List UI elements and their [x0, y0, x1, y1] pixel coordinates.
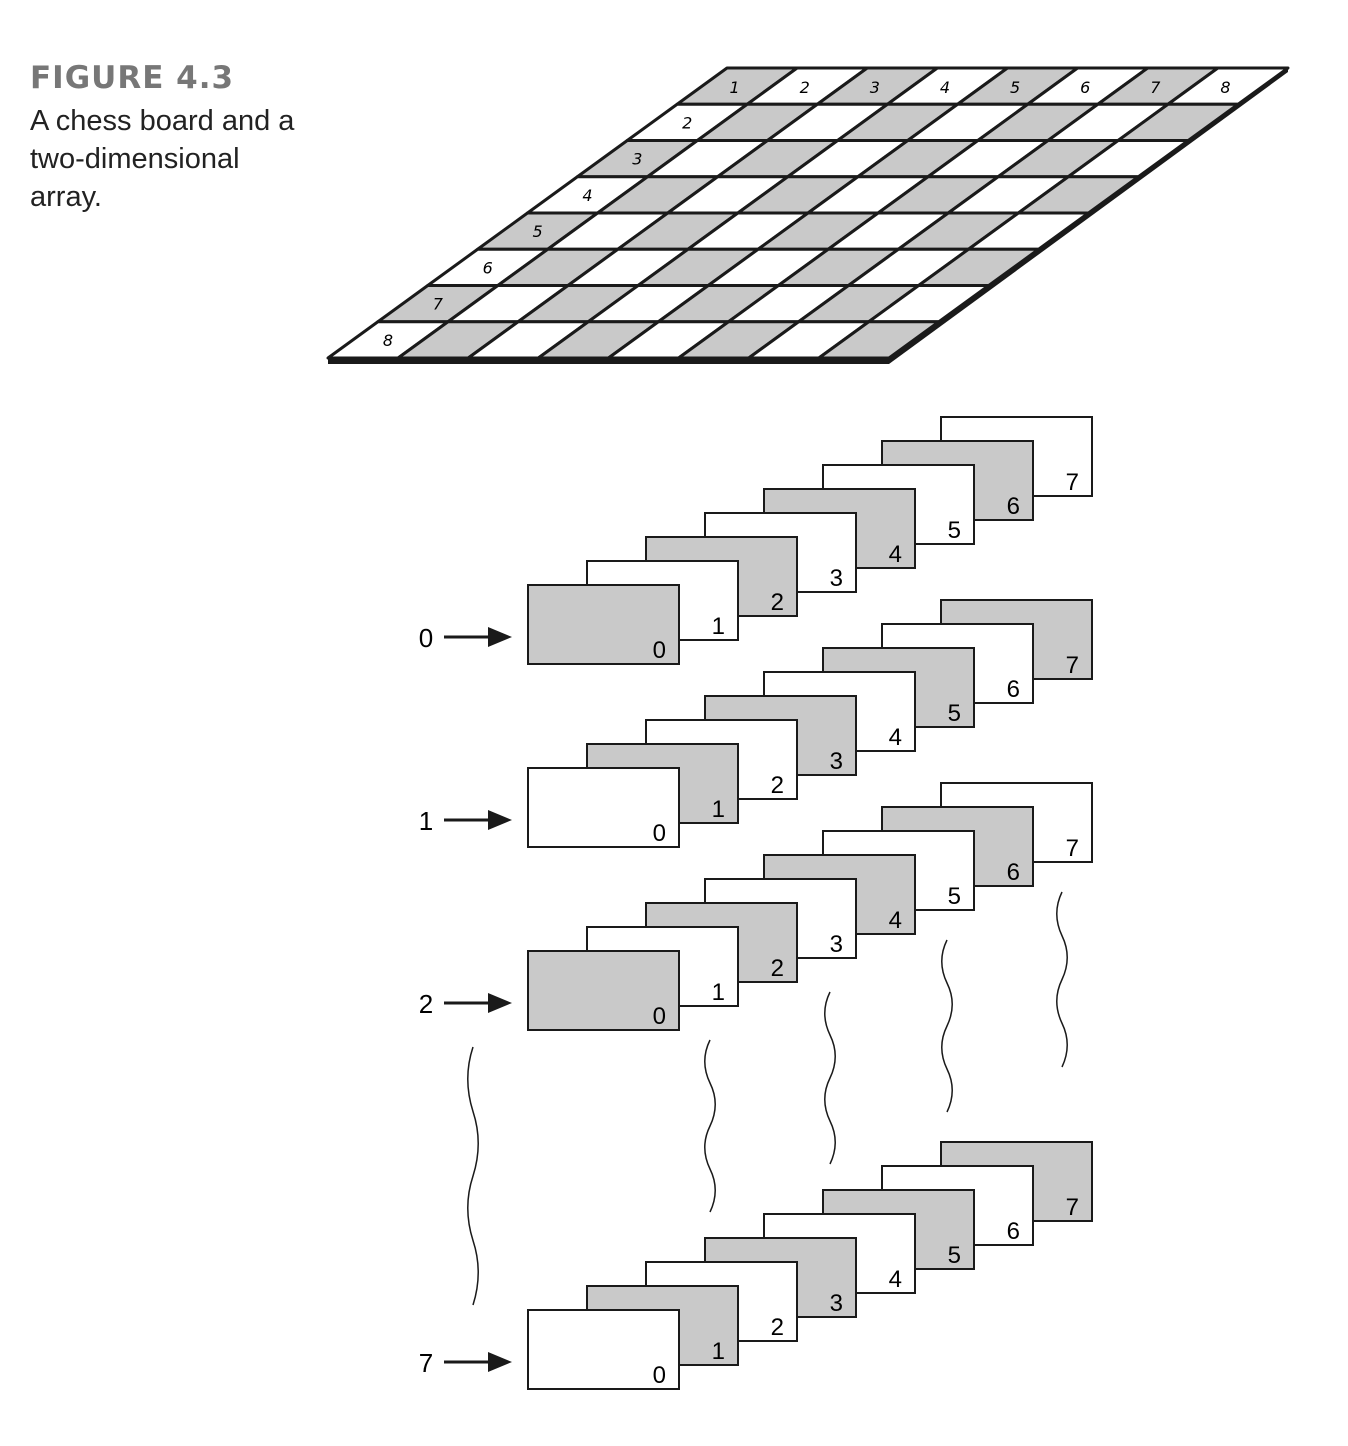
array-cell-index: 3 — [830, 748, 843, 775]
array-row: 7 6 5 4 3 2 1 0 7 — [419, 1141, 1093, 1390]
array-cell-index: 5 — [948, 700, 961, 727]
array-cell-index: 5 — [948, 1242, 961, 1269]
array-cell-index: 3 — [830, 1290, 843, 1317]
board-row-label: 3 — [632, 150, 642, 169]
continuation-wavy-line — [1056, 891, 1068, 1068]
array-cell-index: 7 — [1066, 835, 1079, 862]
array-cell-index: 5 — [948, 883, 961, 910]
array-cell — [527, 767, 680, 848]
array-cell-index: 6 — [1007, 1218, 1020, 1245]
array-cell-index: 4 — [889, 724, 902, 751]
array-cell-index: 1 — [712, 1338, 725, 1365]
continuation-wavy-line — [704, 1039, 716, 1213]
figure-label: FIGURE 4.3 — [30, 60, 235, 96]
board-square — [817, 320, 941, 360]
continuation-wavy-line — [941, 939, 953, 1113]
board-column-label: 8 — [1220, 78, 1230, 97]
array-cell-index: 2 — [771, 772, 784, 799]
array-cell — [527, 584, 680, 665]
board-row-label: 5 — [533, 222, 543, 241]
array-row: 7 6 5 4 3 2 1 0 0 — [419, 416, 1093, 665]
board-column-label: 2 — [800, 78, 810, 97]
array-cell-index: 7 — [1066, 469, 1079, 496]
array-row-index: 2 — [419, 989, 433, 1019]
array-row: 7 6 5 4 3 2 1 0 2 — [419, 782, 1093, 1031]
array-cell-index: 2 — [771, 1314, 784, 1341]
arrow-icon — [488, 810, 512, 830]
continuation-wavy-line — [824, 991, 836, 1165]
array-cell-index: 2 — [771, 955, 784, 982]
figure-caption: FIGURE 4.3 A chess board and a two-dimen… — [30, 60, 330, 216]
arrow-icon — [488, 627, 512, 647]
array-cell-index: 0 — [653, 820, 666, 847]
array-cell-index: 0 — [653, 1003, 666, 1030]
array-cell-index: 0 — [653, 637, 666, 664]
board-column-label: 5 — [1010, 78, 1020, 97]
array-cell-index: 1 — [712, 613, 725, 640]
array-cell-index: 7 — [1066, 652, 1079, 679]
board-column-label: 7 — [1150, 78, 1161, 97]
array-row-index: 0 — [419, 623, 433, 653]
board-row-label: 6 — [483, 258, 493, 277]
array-row-index: 1 — [419, 806, 433, 836]
array-cell — [527, 950, 680, 1031]
chess-board: 1 2 3 4 5 6 7 8 2 3 4 5 6 7 8 — [326, 66, 1290, 364]
array-row: 7 6 5 4 3 2 1 0 1 — [419, 599, 1093, 848]
board-column-label: 1 — [729, 78, 739, 97]
array-cell-index: 4 — [889, 1266, 902, 1293]
array-cell-index: 7 — [1066, 1194, 1079, 1221]
arrow-icon — [488, 1352, 512, 1372]
continuation-wavy-line — [467, 1046, 479, 1306]
array-cell-index: 6 — [1007, 493, 1020, 520]
board-column-label: 4 — [940, 78, 950, 97]
array-cell-index: 2 — [771, 589, 784, 616]
array-cell-index: 4 — [889, 541, 902, 568]
board-row-label: 7 — [433, 295, 444, 314]
board-row-label: 4 — [582, 186, 592, 205]
arrow-icon — [488, 993, 512, 1013]
board-column-label: 6 — [1080, 78, 1090, 97]
array-cell — [527, 1309, 680, 1390]
array-cell-index: 6 — [1007, 859, 1020, 886]
array-cell-index: 1 — [712, 796, 725, 823]
array-cell-index: 3 — [830, 565, 843, 592]
array-row-index: 7 — [419, 1348, 433, 1378]
board-row-label: 8 — [383, 331, 393, 350]
board-column-label: 3 — [870, 78, 880, 97]
figure-caption-text: A chess board and a two-dimensional arra… — [30, 105, 295, 213]
array-cell-index: 4 — [889, 907, 902, 934]
array-cell-index: 0 — [653, 1362, 666, 1389]
array-cell-index: 5 — [948, 517, 961, 544]
array-cell-index: 1 — [712, 979, 725, 1006]
board-row-label: 2 — [682, 113, 692, 132]
array-cell-index: 6 — [1007, 676, 1020, 703]
array-cell-index: 3 — [830, 931, 843, 958]
two-dimensional-array: 7 6 5 4 3 2 1 0 0 7 6 5 4 3 2 1 0 1 7 6 5 4 3 2 1 0 2 7 6 5 4 3 2 1 0 7 — [419, 416, 1093, 1390]
